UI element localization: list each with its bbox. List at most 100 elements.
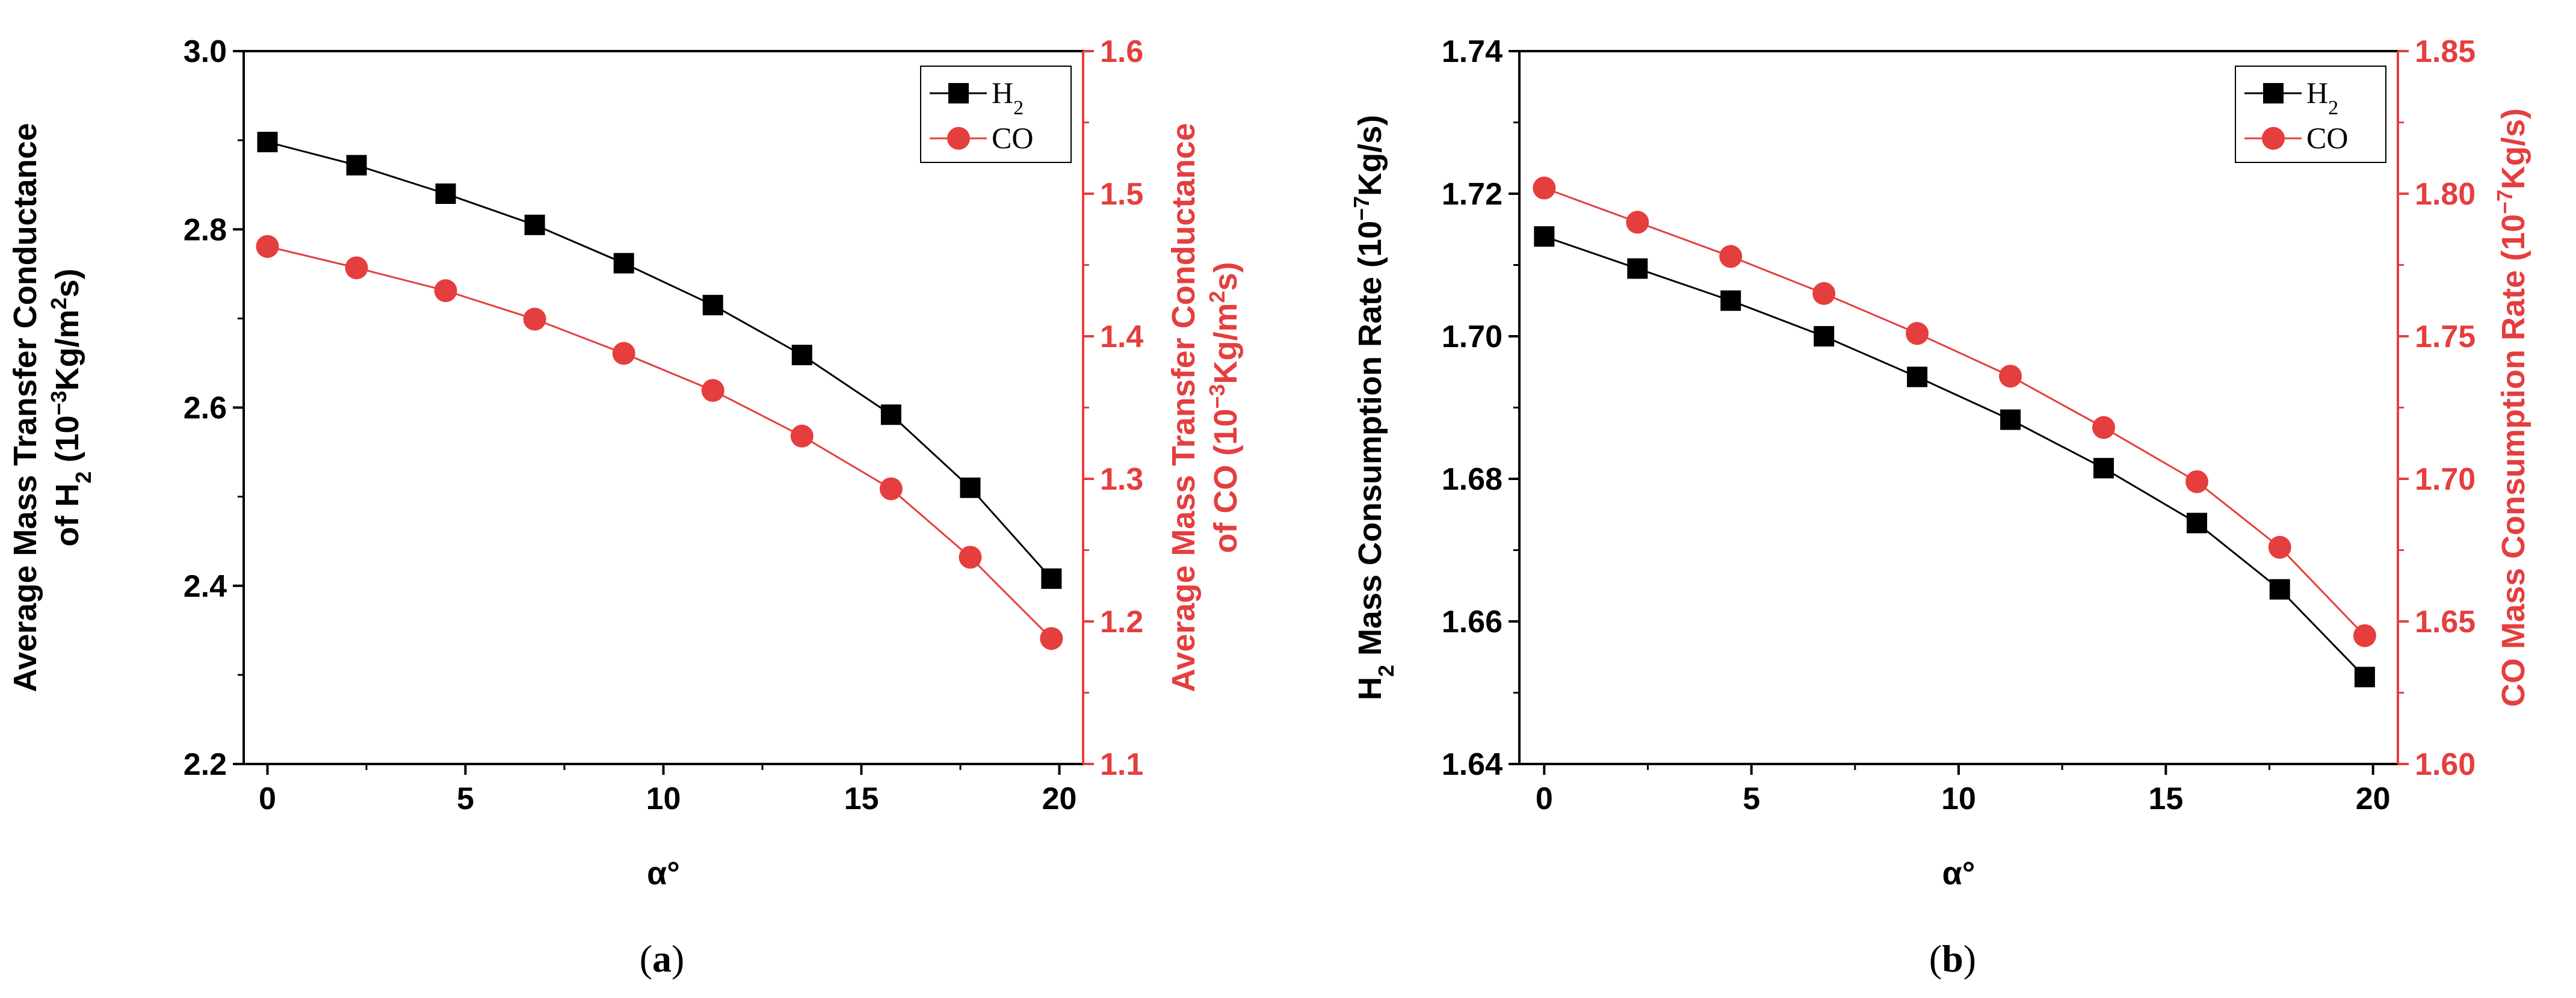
label-part: CO Mass Consumption Rate (10 (2495, 214, 2531, 707)
data-point-h (346, 155, 367, 176)
label-part: H (2306, 76, 2328, 109)
right-y-tick-label: 1.65 (2415, 605, 2476, 639)
label-part: 2 (71, 472, 96, 484)
series-line-h (267, 141, 1052, 579)
chart-panel-a: 0 5 10 15 20 2.2 2.4 2.6 2.8 3.0 1.1 1.2 1.3 1.4 1.5 1.… (7, 34, 1244, 980)
data-point-h (2000, 409, 2021, 430)
data-point-h (1720, 290, 1741, 311)
data-point-h (1534, 226, 1555, 247)
data-point-co (1040, 627, 1063, 650)
label-part: of H (49, 484, 85, 547)
label-part: ( (640, 937, 652, 980)
left-y-tick-label: 1.68 (1442, 462, 1503, 497)
right-y-tick-label: 1.80 (2415, 177, 2476, 212)
data-point-h (2186, 513, 2207, 534)
legend-marker-square (948, 83, 969, 103)
data-point-co (256, 235, 279, 258)
x-tick-label: 20 (2356, 781, 2391, 816)
left-y-tick-label: 1.72 (1442, 177, 1503, 212)
x-axis-title: α° (1942, 855, 1975, 892)
label-part: Kg/m (49, 309, 85, 390)
label-part: ( (1929, 937, 1942, 980)
label-part: of CO (1208, 465, 1244, 553)
data-point-co (790, 424, 814, 448)
label-part: −3 (46, 390, 71, 415)
data-point-h (2093, 458, 2114, 479)
legend-marker-circle (947, 127, 970, 150)
panel-caption: (b) (1929, 937, 1976, 980)
right-y-axis-title-line1: Average Mass Transfer Conductance (1166, 123, 1202, 692)
left-y-axis-title-line2: of H2 (10−3Kg/m2s) (46, 268, 96, 546)
data-point-h (791, 345, 812, 366)
data-point-co (1719, 245, 1743, 268)
data-point-h (1814, 326, 1835, 347)
x-axis-title: α° (647, 855, 680, 892)
left-y-tick-label: 2.8 (184, 212, 227, 247)
label-part: 2 (1374, 665, 1398, 677)
left-y-tick-label: 1.66 (1442, 605, 1503, 639)
left-y-axis-title: H2 Mass Consumption Rate (10−7Kg/s) (1349, 115, 1398, 700)
label-part: Kg/m (1208, 303, 1244, 384)
data-point-co (2092, 416, 2116, 439)
right-y-axis-title-line2: of CO (10−3Kg/m2s) (1205, 262, 1244, 553)
right-y-tick-label: 1.2 (1100, 605, 1143, 639)
label-part: CO (2306, 121, 2348, 155)
label-part: H (992, 76, 1013, 109)
data-point-co (1999, 365, 2022, 388)
left-y-tick-label: 2.2 (184, 747, 227, 782)
data-point-co (523, 307, 546, 331)
data-point-co (1626, 211, 1649, 234)
data-point-co (1533, 176, 1556, 200)
left-y-tick-label: 2.4 (184, 569, 227, 604)
label-part: a (652, 937, 672, 980)
data-point-co (345, 256, 368, 280)
data-point-h (435, 183, 456, 204)
data-point-co (2185, 470, 2208, 493)
label-part: Mass Consumption Rate (10 (1352, 221, 1388, 665)
x-tick-label: 0 (259, 781, 276, 816)
legend-marker-circle (2262, 127, 2285, 150)
right-y-tick-label: 1.4 (1100, 319, 1143, 354)
label-part: 2 (46, 297, 71, 309)
right-y-tick-label: 1.3 (1100, 462, 1143, 497)
label-part: −3 (1205, 384, 1229, 408)
right-y-axis-title: CO Mass Consumption Rate (10−7Kg/s) (2492, 108, 2532, 707)
data-point-co (612, 342, 635, 365)
label-part: ) (672, 937, 684, 980)
data-point-h (1907, 366, 1928, 387)
legend-label: CO (2306, 121, 2348, 155)
label-part: 2 (1205, 291, 1229, 303)
data-point-h (257, 132, 278, 153)
data-point-h (960, 477, 981, 498)
label-part: b (1942, 937, 1963, 980)
legend-marker-square (2263, 83, 2284, 103)
label-part: Kg/s) (2495, 108, 2531, 189)
data-point-h (2269, 579, 2290, 600)
series-line-co (267, 245, 1052, 639)
right-y-tick-label: 1.85 (2415, 34, 2476, 69)
label-part: (10 (1208, 409, 1244, 465)
x-tick-label: 10 (646, 781, 681, 816)
x-tick-label: 15 (844, 781, 879, 816)
left-y-tick-label: 1.64 (1442, 747, 1503, 782)
legend-label: H2 (2306, 76, 2338, 119)
data-point-co (701, 379, 724, 402)
data-point-co (1906, 322, 1929, 345)
panel-caption: (a) (640, 937, 685, 980)
data-point-co (1812, 282, 1836, 305)
right-y-tick-label: 1.6 (1100, 34, 1143, 69)
label-part: 2 (1013, 97, 1024, 119)
x-tick-label: 20 (1042, 781, 1077, 816)
left-y-tick-label: 1.70 (1442, 319, 1503, 354)
x-tick-label: 15 (2148, 781, 2183, 816)
data-point-h (1041, 568, 1062, 589)
label-part: H (1352, 677, 1388, 700)
left-y-axis-title-line1: Average Mass Transfer Conductance (7, 123, 43, 692)
label-part: −7 (2492, 189, 2517, 214)
x-tick-label: 10 (1941, 781, 1976, 816)
data-point-h (880, 404, 901, 425)
data-point-h (702, 295, 723, 316)
chart-panel-b: 0 5 10 15 20 1.64 1.66 1.68 1.70 1.72 1.74 1.60 1.65… (1349, 34, 2532, 980)
